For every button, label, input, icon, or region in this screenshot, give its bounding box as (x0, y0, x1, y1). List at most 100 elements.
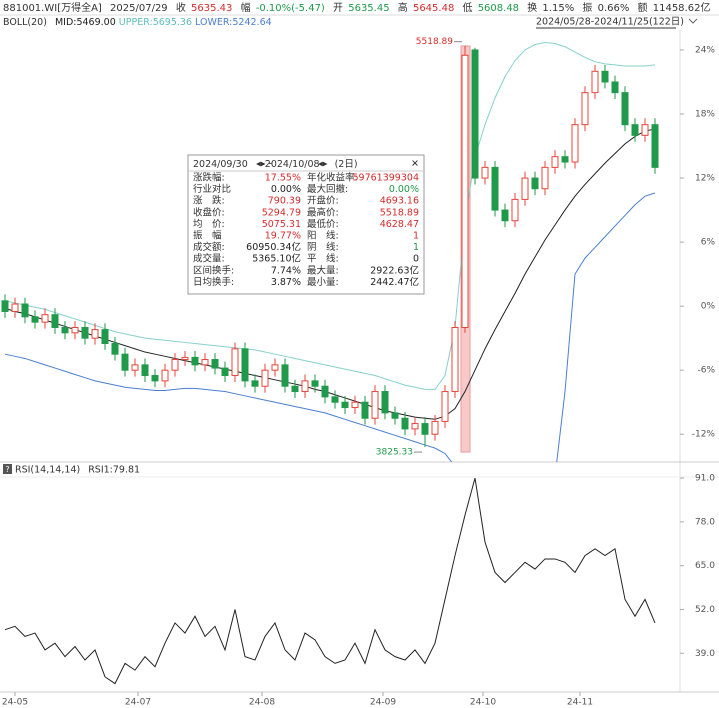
quote-header: 881001.WI[万得全A] 2025/07/29 收 5635.43 幅 -… (3, 1, 710, 14)
info-label: 振 幅 (193, 230, 222, 242)
y-tick-label: 12% (695, 174, 715, 184)
candle-body (61, 326, 69, 334)
info-value: 5294.79 (262, 207, 301, 218)
info-value: 17.55% (265, 173, 301, 184)
info-value: 4628.47 (380, 219, 419, 230)
info-value: 7.74% (271, 265, 301, 276)
candle-body (631, 124, 639, 136)
candle-body (11, 303, 19, 312)
info-label: 涨 跌: (193, 195, 225, 207)
candle-body (51, 314, 59, 328)
candle-body (251, 380, 259, 387)
candle-body (571, 124, 579, 163)
candle-body (611, 81, 619, 94)
info-label: 年化收益率: (307, 172, 358, 184)
y-tick-label: 52.0 (695, 605, 715, 615)
info-label: 行业对比 (193, 183, 231, 195)
info-value: 19.77% (265, 231, 301, 242)
y-tick-label: -6% (697, 366, 715, 376)
info-value: 2442.47亿 (370, 276, 419, 288)
y-tick-label: 91.0 (695, 474, 715, 484)
candle-body (381, 391, 389, 414)
y-tick-label: 24% (695, 45, 715, 55)
info-label: 日均换手: (193, 276, 234, 288)
candle-body (621, 92, 629, 126)
rsi-header: RSI(14,14,14) RSI1:79.81 (15, 464, 140, 475)
candle-body (471, 49, 479, 179)
date: 2025/07/29 (110, 3, 168, 14)
candle-body (441, 391, 449, 422)
interval-info-box: 2024/09/30 2024/10/08 (2日) ◂▸ - ◂▸ ✕ 涨跌幅… (187, 154, 425, 295)
value: 5635.43 (191, 3, 232, 14)
info-value: 59761399304 (353, 173, 420, 184)
candle-body (171, 359, 179, 371)
candle-body (201, 359, 209, 366)
candle-body (221, 367, 229, 377)
info-value: 5518.89 (380, 207, 419, 218)
candle-body (351, 401, 359, 409)
label: 开 (333, 3, 343, 14)
x-tick-label: 24-05 (2, 698, 28, 708)
candle-body (321, 385, 329, 398)
info-label: 最大量: (307, 264, 339, 276)
candle-body (481, 166, 489, 179)
candle-body (301, 380, 309, 393)
start: 2024/09/30 (193, 159, 248, 170)
y-tick-label: 6% (701, 238, 716, 248)
info-value: 1 (413, 231, 419, 242)
indicator: BOLL(20) (3, 17, 47, 28)
value: 5635.45 (348, 3, 389, 14)
info-value: 5075.31 (262, 219, 301, 230)
value: 0.66% (598, 3, 630, 14)
dropdown-icon[interactable] (688, 18, 698, 24)
candle-body (151, 375, 159, 382)
mid: MID:5469.00 (55, 17, 116, 28)
candle-body (121, 353, 129, 371)
candle-body (281, 364, 289, 387)
candle-body (591, 70, 599, 94)
candle-body (561, 156, 569, 163)
indicator-line (4, 128, 656, 420)
candle-body (371, 391, 379, 419)
indicator: RSI(14,14,14) (15, 464, 80, 475)
date-range[interactable]: 2024/05/28-2024/11/25(122日) (536, 17, 684, 28)
candle-body (111, 343, 119, 355)
candle-body (191, 356, 199, 366)
info-label: 阴 线: (307, 241, 339, 253)
candle-body (411, 423, 419, 430)
candle-body (341, 401, 349, 409)
label: 幅 (241, 1, 251, 14)
y-tick-label: 39.0 (695, 649, 715, 659)
candle-body (361, 401, 369, 419)
close-button[interactable]: ✕ (411, 159, 419, 170)
info-label: 区间换手: (193, 264, 234, 276)
label: 高 (398, 1, 408, 14)
arrows[interactable]: ◂▸ (318, 159, 328, 170)
indicator-line (4, 41, 656, 390)
candle-body (101, 329, 109, 345)
candle-body (241, 348, 249, 382)
candle-body (511, 198, 519, 222)
info-label: 平 线: (307, 253, 339, 265)
info-label: 阳 线: (307, 230, 339, 242)
candle-body (531, 177, 539, 190)
candle-body (71, 326, 79, 334)
label: 收 (176, 1, 186, 14)
info-value: 790.39 (268, 196, 301, 207)
candle-body (1, 300, 9, 312)
candle-body (271, 364, 279, 371)
candle-body (581, 92, 589, 126)
candle-body (31, 316, 39, 323)
candle-body (181, 356, 189, 361)
help-icon[interactable] (3, 464, 12, 474)
arrows[interactable]: ◂▸ - (256, 159, 272, 170)
candle-body (21, 303, 29, 318)
end: 2024/10/08 (265, 159, 320, 170)
info-value: 0.00% (271, 184, 301, 195)
info-label: 最大回撤: (307, 183, 348, 195)
info-value: 0 (413, 254, 419, 265)
info-label: 最低价: (307, 218, 339, 230)
x-tick-label: 24-07 (125, 698, 151, 708)
extreme-label: 3825.33 (376, 448, 413, 458)
